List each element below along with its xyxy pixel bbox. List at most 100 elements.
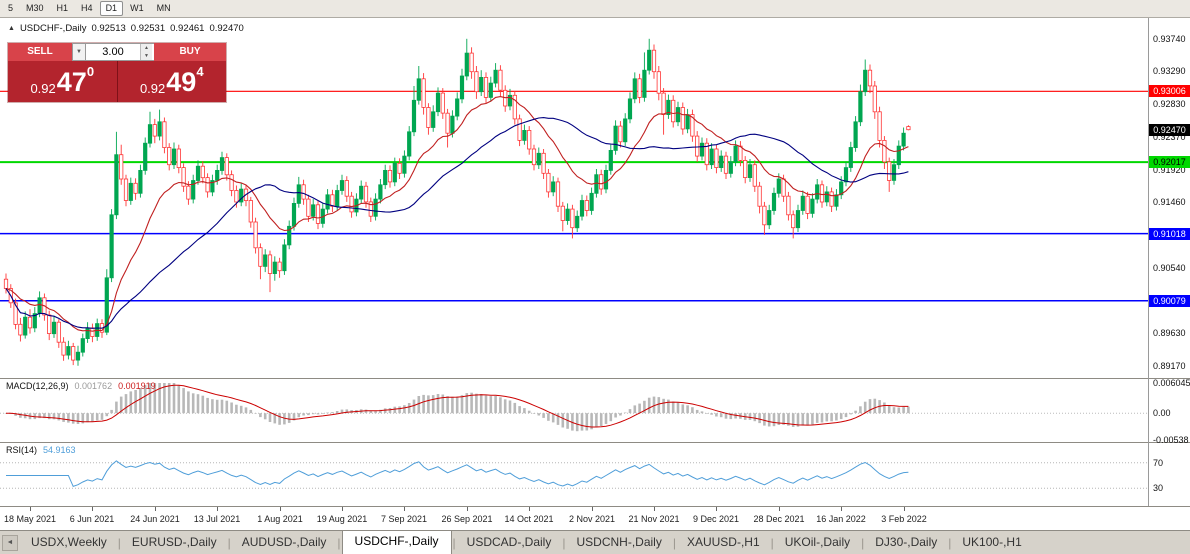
chart-tab-dj30-daily[interactable]: DJ30-,Daily	[875, 535, 938, 549]
macd-chart[interactable]	[0, 380, 1148, 443]
ohlc-close: 0.92470	[209, 23, 244, 34]
chart-tab-eurusd-daily[interactable]: EURUSD-,Daily	[131, 535, 217, 549]
price-axis-tick: 0.93290	[1153, 66, 1186, 76]
chart-tab-ukoil-daily[interactable]: UKOil-,Daily	[784, 535, 851, 549]
tab-separator: |	[861, 535, 865, 550]
date-label: 9 Dec 2021	[692, 514, 740, 524]
date-label: 1 Aug 2021	[257, 514, 303, 524]
date-tick-mark	[529, 507, 530, 511]
tab-separator: |	[562, 535, 566, 550]
chart-tab-usdchf-daily[interactable]: USDCHF-,Daily	[341, 531, 452, 554]
price-level-badge: 0.93006	[1149, 85, 1190, 97]
tab-separator: |	[948, 535, 952, 550]
chart-ohlc-header: ▲ USDCHF-,Daily 0.92513 0.92531 0.92461 …	[8, 23, 244, 34]
buy-price-pip: 4	[196, 64, 204, 79]
spin-down-icon[interactable]: ▼	[141, 52, 152, 60]
volume-stepper: ▲ ▼	[140, 44, 152, 60]
timeframe-button-w1[interactable]: W1	[124, 1, 150, 16]
macd-signal-value: 0.001919	[118, 381, 156, 391]
buy-price-prefix: 0.92	[139, 81, 166, 96]
date-label: 19 Aug 2021	[316, 514, 368, 524]
date-tick-mark	[280, 507, 281, 511]
buy-price-main: 49	[166, 66, 197, 97]
date-tick-mark	[404, 507, 405, 511]
date-label: 26 Sep 2021	[441, 514, 493, 524]
macd-value: 0.001762	[74, 381, 113, 391]
date-tick-mark	[779, 507, 780, 511]
price-axis-tick: 0.90540	[1153, 263, 1186, 273]
chart-tab-bar: ◄ USDX,Weekly | EURUSD-,Daily | AUDUSD-,Daily…	[0, 530, 1190, 554]
timeframe-button-d1[interactable]: D1	[99, 1, 124, 16]
tab-separator: |	[452, 535, 456, 550]
timeframe-toolbar: 5 M30 H1 H4 D1 W1 MN	[0, 0, 1190, 18]
macd-name: MACD(12,26,9)	[6, 381, 69, 391]
current-price-badge: 0.92470	[1149, 124, 1190, 136]
tab-scroll-left-button[interactable]: ◄	[2, 534, 18, 551]
date-label: 2 Nov 2021	[568, 514, 616, 524]
rsi-name: RSI(14)	[6, 445, 38, 455]
date-tick-mark	[654, 507, 655, 511]
spin-up-icon[interactable]: ▲	[141, 44, 152, 52]
price-axis-tick: 0.92830	[1153, 99, 1186, 109]
buy-button[interactable]: BUY	[154, 43, 226, 61]
date-tick-mark	[467, 507, 468, 511]
chart-tab-uk100-h1[interactable]: UK100-,H1	[962, 535, 1022, 549]
price-axis-tick: 0.91460	[1153, 197, 1186, 207]
price-axis-tick: 0.92370	[1153, 132, 1186, 142]
ohlc-high: 0.92531	[130, 23, 166, 34]
chart-tab-xauusd-h1[interactable]: XAUUSD-,H1	[686, 535, 760, 549]
rsi-value: 54.9163	[43, 445, 76, 455]
rsi-label: RSI(14) 54.9163	[6, 445, 76, 455]
date-tick-mark	[904, 507, 905, 511]
timeframe-button-m30[interactable]: M30	[20, 1, 50, 16]
macd-axis-label: 0.00	[1153, 408, 1171, 418]
date-label: 24 Jun 2021	[130, 514, 180, 524]
sell-price-main: 47	[56, 66, 87, 97]
buy-price-display[interactable]: 0.92 49 4	[117, 61, 226, 102]
chart-symbol-icon: ▲	[8, 25, 15, 32]
date-tick-mark	[841, 507, 842, 511]
price-axis-tick: 0.93740	[1153, 34, 1186, 44]
date-tick-mark	[592, 507, 593, 511]
rsi-panel: RSI(14) 54.9163 70 30	[0, 442, 1190, 506]
sell-price-pip: 0	[86, 64, 95, 79]
chart-tab-usdcnh-daily[interactable]: USDCNH-,Daily	[576, 535, 662, 549]
macd-label: MACD(12,26,9) 0.001762 0.001919	[6, 381, 156, 391]
date-label: 16 Jan 2022	[816, 514, 866, 524]
price-axis-tick: 0.89170	[1153, 361, 1186, 371]
timeframe-button-mn[interactable]: MN	[151, 1, 177, 16]
price-level-badge: 0.90079	[1149, 295, 1190, 307]
volume-dropdown-button[interactable]: ▼	[72, 43, 86, 61]
volume-input[interactable]	[86, 44, 140, 60]
price-axis[interactable]: 0.93740 0.93290 0.92830 0.92370 0.91920 0.914…	[1149, 18, 1190, 378]
date-tick-mark	[217, 507, 218, 511]
price-axis-tick: 0.89630	[1153, 328, 1186, 338]
tab-separator: |	[337, 535, 341, 550]
date-tick-mark	[30, 507, 31, 511]
date-label: 13 Jul 2021	[193, 514, 241, 524]
tab-separator: |	[770, 535, 774, 550]
price-level-badge: 0.91018	[1149, 228, 1190, 240]
date-tick-mark	[716, 507, 717, 511]
chevron-down-icon: ▼	[76, 49, 82, 55]
chart-tab-usdx-weekly[interactable]: USDX,Weekly	[31, 535, 107, 549]
tab-separator: |	[672, 535, 676, 550]
sell-button[interactable]: SELL	[8, 43, 72, 61]
timeframe-button-5[interactable]: 5	[2, 1, 19, 16]
rsi-chart[interactable]	[0, 444, 1148, 507]
rsi-axis-label: 70	[1153, 458, 1164, 468]
sell-price-display[interactable]: 0.92 47 0	[8, 61, 118, 102]
date-label: 28 Dec 2021	[753, 514, 805, 524]
price-level-badge: 0.92017	[1149, 156, 1190, 168]
timeframe-button-h1[interactable]: H1	[51, 1, 75, 16]
timeframe-button-h4[interactable]: H4	[75, 1, 99, 16]
macd-panel: MACD(12,26,9) 0.001762 0.001919 0.006045…	[0, 378, 1190, 445]
volume-field: ▲ ▼	[86, 43, 154, 61]
chart-tab-audusd-daily[interactable]: AUDUSD-,Daily	[241, 535, 327, 549]
tab-separator: |	[227, 535, 231, 550]
date-tick-mark	[92, 507, 93, 511]
ohlc-low: 0.92461	[170, 23, 205, 34]
chart-tab-usdcad-daily[interactable]: USDCAD-,Daily	[466, 535, 552, 549]
date-axis[interactable]: 18 May 2021 6 Jun 2021 24 Jun 2021 13 Jul 2…	[0, 506, 1190, 530]
date-label: 21 Nov 2021	[628, 514, 680, 524]
